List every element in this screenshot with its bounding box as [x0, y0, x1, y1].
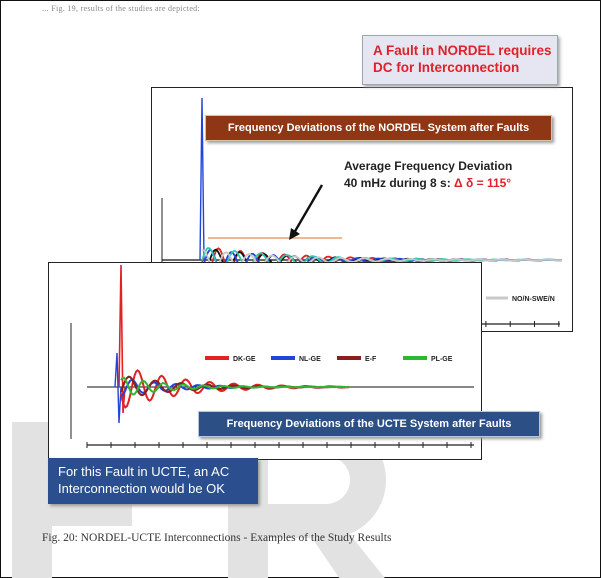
ucte-callout-line2: Interconnection would be OK	[58, 481, 225, 496]
ucte-chart: DK-GE NL-GE E-F PL-GE	[70, 264, 474, 448]
page-top-text: ... Fig. 19, results of the studies are …	[42, 4, 201, 13]
nordel-annotation-arrow	[292, 184, 324, 234]
ucte-spike-blue	[114, 352, 122, 424]
nordel-callout-line2: DC for Interconnection	[373, 60, 520, 75]
ucte-spike-red	[118, 264, 126, 414]
ucte-chart-title: Frequency Deviations of the UCTE System …	[198, 411, 540, 437]
nordel-callout-line1: A Fault in NORDEL requires	[373, 43, 552, 58]
nordel-chart-title: Frequency Deviations of the NORDEL Syste…	[205, 115, 552, 141]
ucte-legend-label: PL-GE	[431, 356, 453, 363]
nordel-arrow-head	[289, 228, 300, 240]
nordel-callout: A Fault in NORDEL requires DC for Interc…	[362, 35, 558, 85]
nordel-spike	[199, 97, 205, 261]
nordel-annotation: Average Frequency Deviation 40 mHz durin…	[344, 158, 512, 192]
nordel-legend-label: NO/N-SWE/N	[512, 296, 555, 303]
ucte-legend-label: NL-GE	[299, 356, 321, 363]
nordel-annotation-line1: Average Frequency Deviation	[344, 159, 513, 173]
figure-caption: Fig. 20: NORDEL-UCTE Interconnections - …	[42, 532, 392, 544]
nordel-annotation-value: Δ δ = 115°	[454, 176, 512, 190]
nordel-annotation-line2: 40 mHz during 8 s: Δ δ = 115°	[344, 175, 512, 192]
ucte-callout-line1: For this Fault in UCTE, an AC	[58, 464, 230, 479]
nordel-annotation-prefix: 40 mHz during 8 s:	[344, 176, 455, 190]
ucte-callout: For this Fault in UCTE, an AC Interconne…	[48, 458, 258, 504]
ucte-legend-label: DK-GE	[233, 356, 256, 363]
ucte-legend-label: E-F	[365, 356, 377, 363]
ucte-trace	[120, 369, 350, 409]
ucte-trace	[120, 376, 349, 396]
